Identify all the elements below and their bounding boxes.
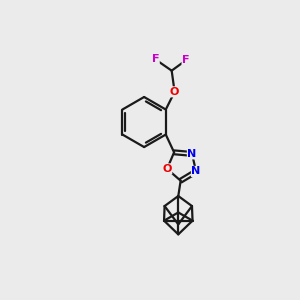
Text: F: F <box>182 55 190 65</box>
Text: N: N <box>191 167 201 176</box>
Text: O: O <box>162 164 172 174</box>
Text: N: N <box>188 149 197 159</box>
Text: F: F <box>152 55 159 64</box>
Text: O: O <box>170 87 179 97</box>
